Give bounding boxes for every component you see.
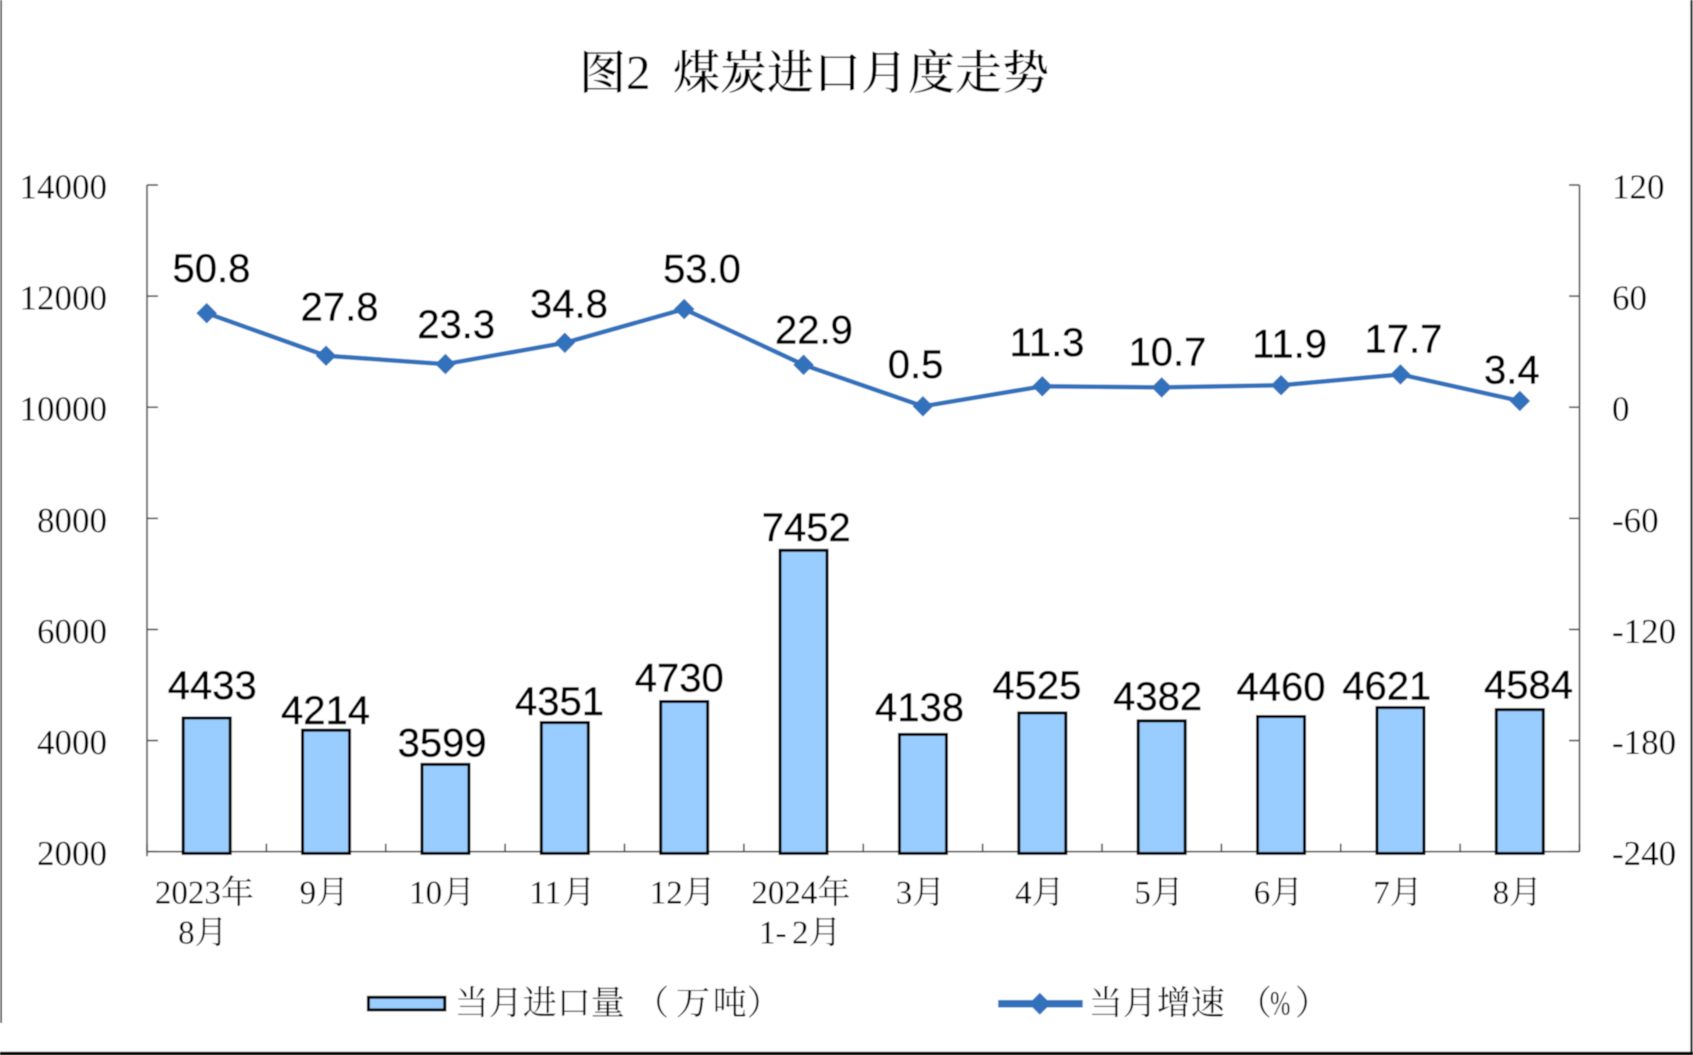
svg-text:-240: -240	[1612, 834, 1676, 873]
svg-text:12: 12	[650, 875, 683, 911]
svg-text:4382: 4382	[1113, 675, 1202, 719]
svg-text:-: -	[776, 916, 787, 952]
svg-text:17.7: 17.7	[1364, 318, 1442, 362]
svg-text:34.8: 34.8	[530, 283, 608, 327]
svg-text:60: 60	[1612, 279, 1647, 318]
svg-text:4000: 4000	[37, 723, 107, 762]
svg-text:4351: 4351	[515, 680, 604, 724]
svg-text:3.4: 3.4	[1484, 349, 1540, 393]
svg-text:10000: 10000	[20, 390, 108, 429]
svg-text:7452: 7452	[762, 506, 851, 550]
svg-text:4460: 4460	[1237, 666, 1326, 710]
svg-text:10.7: 10.7	[1129, 330, 1207, 374]
svg-text:4433: 4433	[168, 664, 257, 708]
svg-text:-60: -60	[1612, 501, 1659, 540]
svg-text:4584: 4584	[1484, 664, 1573, 708]
svg-text:8: 8	[1493, 875, 1510, 911]
svg-text:-180: -180	[1612, 723, 1676, 762]
svg-text:4214: 4214	[281, 689, 370, 733]
svg-text:6: 6	[1254, 875, 1271, 911]
svg-text:4525: 4525	[992, 664, 1081, 708]
svg-text:2: 2	[792, 916, 809, 952]
svg-text:14000: 14000	[20, 168, 108, 207]
svg-text:2024: 2024	[751, 875, 817, 911]
svg-text:3599: 3599	[398, 722, 487, 766]
svg-text:12000: 12000	[20, 279, 108, 318]
svg-text:8000: 8000	[37, 501, 107, 540]
svg-text:10: 10	[409, 875, 442, 911]
svg-text:4: 4	[1015, 875, 1032, 911]
svg-text:50.8: 50.8	[172, 247, 250, 291]
svg-text:1: 1	[759, 916, 776, 952]
svg-text:120: 120	[1612, 168, 1665, 207]
svg-text:0: 0	[1612, 390, 1630, 429]
svg-text:2023: 2023	[155, 875, 221, 911]
svg-text:4730: 4730	[635, 656, 724, 700]
svg-text:11: 11	[529, 875, 561, 911]
svg-text:5: 5	[1134, 875, 1151, 911]
svg-text:-120: -120	[1612, 612, 1676, 651]
svg-text:0.5: 0.5	[888, 343, 944, 387]
svg-text:9: 9	[300, 875, 317, 911]
svg-text:27.8: 27.8	[301, 286, 379, 330]
svg-text:53.0: 53.0	[663, 247, 741, 291]
svg-text:6000: 6000	[37, 612, 107, 651]
svg-text:22.9: 22.9	[775, 308, 853, 352]
svg-text:2: 2	[626, 45, 651, 100]
svg-text:4621: 4621	[1342, 664, 1431, 708]
svg-text:%: %	[1270, 986, 1290, 1023]
svg-text:3: 3	[896, 875, 913, 911]
svg-text:11.3: 11.3	[1010, 321, 1085, 365]
svg-text:4138: 4138	[875, 686, 964, 730]
svg-text:23.3: 23.3	[417, 303, 495, 347]
svg-text:7: 7	[1373, 875, 1390, 911]
svg-text:8: 8	[178, 916, 195, 952]
svg-text:11.9: 11.9	[1252, 323, 1327, 367]
svg-text:2000: 2000	[37, 834, 107, 873]
